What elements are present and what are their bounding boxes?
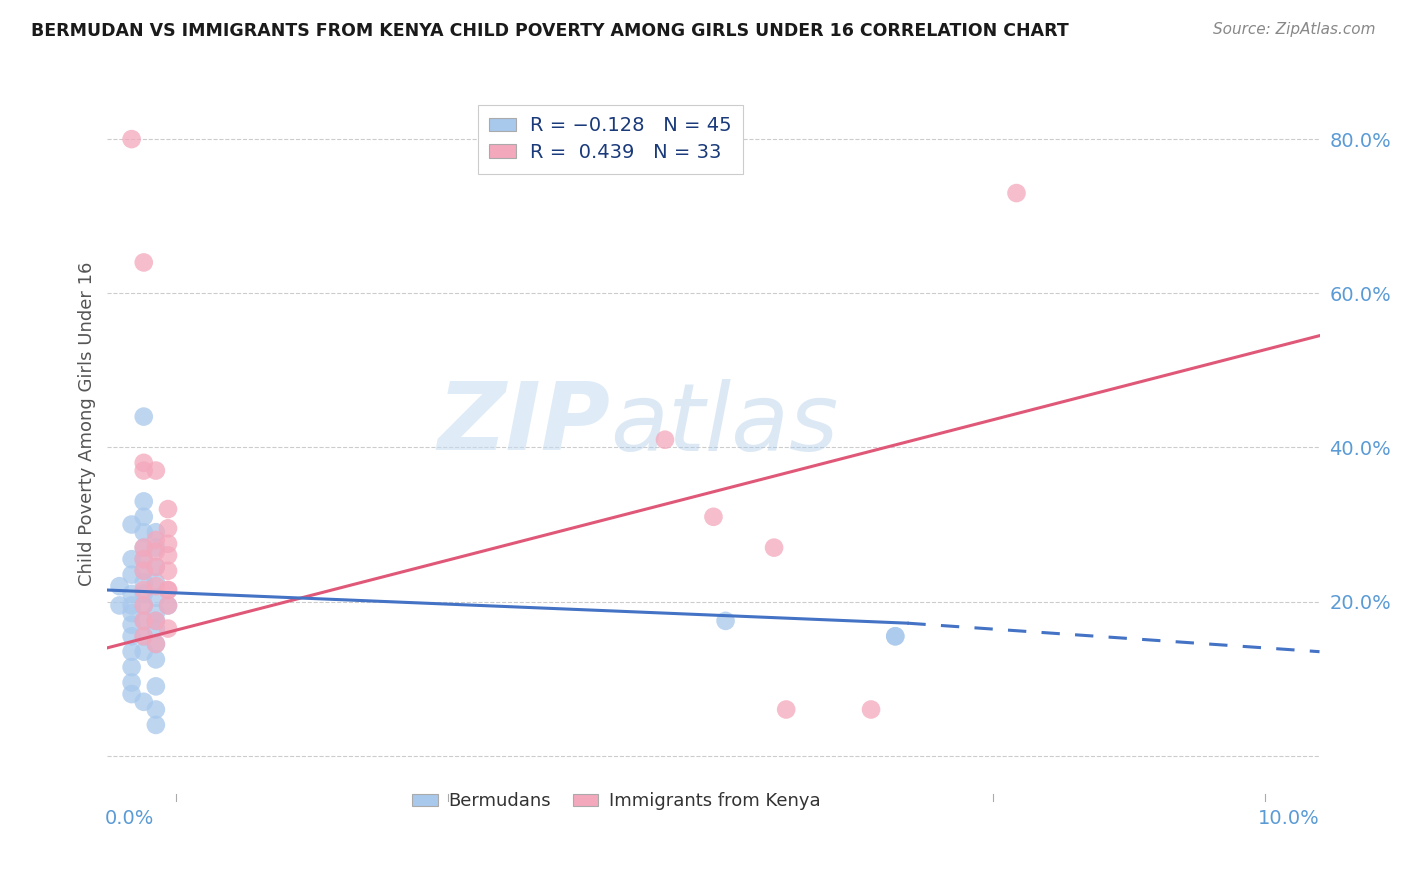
Point bbox=[884, 629, 907, 643]
Point bbox=[121, 629, 143, 643]
Point bbox=[145, 525, 167, 540]
Text: BERMUDAN VS IMMIGRANTS FROM KENYA CHILD POVERTY AMONG GIRLS UNDER 16 CORRELATION: BERMUDAN VS IMMIGRANTS FROM KENYA CHILD … bbox=[31, 22, 1069, 40]
Point bbox=[121, 132, 143, 146]
Point bbox=[156, 537, 179, 551]
Point bbox=[1005, 186, 1028, 200]
Point bbox=[121, 660, 143, 674]
Point bbox=[145, 560, 167, 574]
Point bbox=[702, 509, 724, 524]
Point bbox=[145, 591, 167, 605]
Point bbox=[132, 695, 155, 709]
Point bbox=[145, 614, 167, 628]
Point bbox=[132, 645, 155, 659]
Point bbox=[132, 575, 155, 590]
Point bbox=[132, 494, 155, 508]
Point bbox=[108, 579, 131, 593]
Point bbox=[145, 622, 167, 636]
Point bbox=[145, 679, 167, 693]
Text: 0.0%: 0.0% bbox=[105, 809, 155, 829]
Point bbox=[121, 567, 143, 582]
Point bbox=[132, 564, 155, 578]
Point bbox=[654, 433, 676, 447]
Point bbox=[156, 521, 179, 535]
Y-axis label: Child Poverty Among Girls Under 16: Child Poverty Among Girls Under 16 bbox=[79, 262, 96, 586]
Point bbox=[145, 464, 167, 478]
Point bbox=[132, 587, 155, 601]
Point bbox=[145, 614, 167, 628]
Point bbox=[132, 541, 155, 555]
Point bbox=[121, 606, 143, 620]
Point bbox=[121, 617, 143, 632]
Point bbox=[145, 637, 167, 651]
Point bbox=[132, 541, 155, 555]
Point bbox=[132, 614, 155, 628]
Point bbox=[132, 599, 155, 613]
Point bbox=[145, 652, 167, 666]
Point bbox=[132, 464, 155, 478]
Point bbox=[145, 560, 167, 574]
Point bbox=[156, 582, 179, 597]
Point bbox=[156, 502, 179, 516]
Point bbox=[132, 629, 155, 643]
Point bbox=[714, 614, 737, 628]
Point bbox=[121, 675, 143, 690]
Point bbox=[132, 599, 155, 613]
Point bbox=[156, 622, 179, 636]
Point bbox=[132, 552, 155, 566]
Point bbox=[132, 509, 155, 524]
Point bbox=[132, 456, 155, 470]
Point bbox=[145, 718, 167, 732]
Point bbox=[132, 525, 155, 540]
Legend: Bermudans, Immigrants from Kenya: Bermudans, Immigrants from Kenya bbox=[405, 785, 828, 818]
Point bbox=[108, 599, 131, 613]
Point bbox=[860, 702, 883, 716]
Point bbox=[121, 599, 143, 613]
Point bbox=[145, 637, 167, 651]
Point bbox=[132, 409, 155, 424]
Point bbox=[156, 599, 179, 613]
Point bbox=[145, 544, 167, 558]
Point bbox=[132, 564, 155, 578]
Point bbox=[156, 549, 179, 563]
Point bbox=[132, 614, 155, 628]
Point bbox=[121, 687, 143, 701]
Point bbox=[121, 587, 143, 601]
Point bbox=[775, 702, 797, 716]
Point bbox=[156, 564, 179, 578]
Point bbox=[156, 599, 179, 613]
Point bbox=[145, 579, 167, 593]
Text: atlas: atlas bbox=[610, 379, 838, 470]
Point bbox=[156, 582, 179, 597]
Point bbox=[121, 552, 143, 566]
Point bbox=[145, 702, 167, 716]
Point bbox=[145, 606, 167, 620]
Text: 10.0%: 10.0% bbox=[1258, 809, 1319, 829]
Text: Source: ZipAtlas.com: Source: ZipAtlas.com bbox=[1212, 22, 1375, 37]
Point bbox=[145, 533, 167, 547]
Text: ZIP: ZIP bbox=[437, 378, 610, 470]
Point bbox=[132, 629, 155, 643]
Point bbox=[884, 629, 907, 643]
Point bbox=[145, 541, 167, 555]
Point bbox=[145, 575, 167, 590]
Point bbox=[132, 582, 155, 597]
Point bbox=[763, 541, 786, 555]
Point bbox=[121, 517, 143, 532]
Point bbox=[132, 255, 155, 269]
Point bbox=[121, 645, 143, 659]
Point bbox=[132, 552, 155, 566]
